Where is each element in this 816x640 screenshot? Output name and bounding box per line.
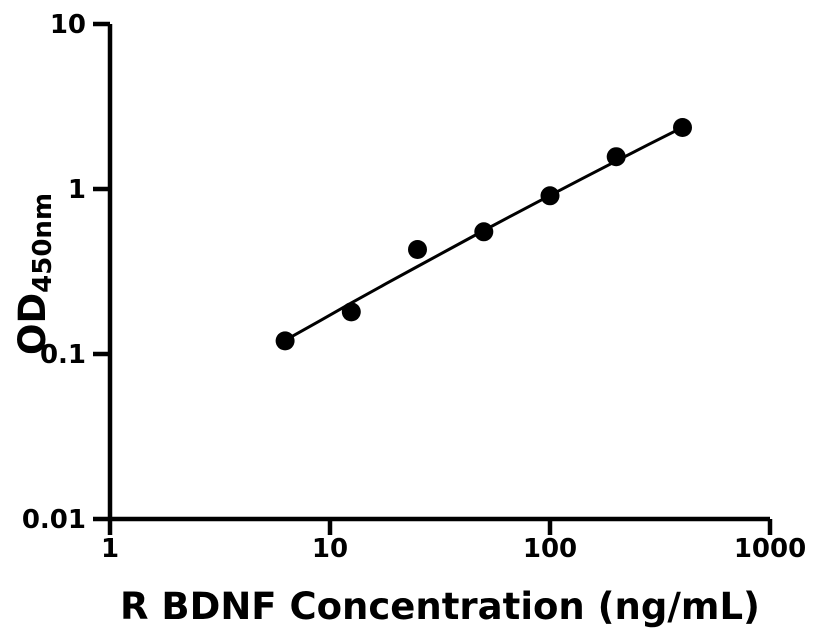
- data-point: [275, 331, 295, 351]
- y-axis-tick-label: 0.1: [40, 340, 86, 370]
- y-axis-tick-label: 1: [68, 175, 86, 205]
- data-point: [474, 222, 494, 242]
- data-point: [673, 118, 692, 137]
- x-axis-tick-label: 100: [523, 534, 577, 564]
- x-axis-tick-label: 1000: [734, 534, 806, 564]
- x-axis-title: R BDNF Concentration (ng/mL): [120, 585, 760, 628]
- data-point: [606, 147, 626, 167]
- plot-layer: [275, 118, 692, 351]
- data-point: [540, 186, 560, 206]
- y-axis-tick-label: 10: [50, 10, 86, 40]
- x-axis-ticks: [107, 519, 773, 535]
- y-axis-title-main: OD: [11, 293, 54, 355]
- data-point: [408, 240, 427, 259]
- y-axis-tick-label: 0.01: [22, 505, 86, 535]
- axis-frame: [107, 24, 770, 522]
- y-axis-ticks: [93, 21, 110, 522]
- y-axis-title: OD450nm: [11, 193, 58, 355]
- data-point: [341, 302, 361, 322]
- y-axis-title-subscript: 450nm: [28, 193, 58, 293]
- x-axis-tick-label: 10: [312, 534, 348, 564]
- x-axis-tick-label: 1: [101, 534, 119, 564]
